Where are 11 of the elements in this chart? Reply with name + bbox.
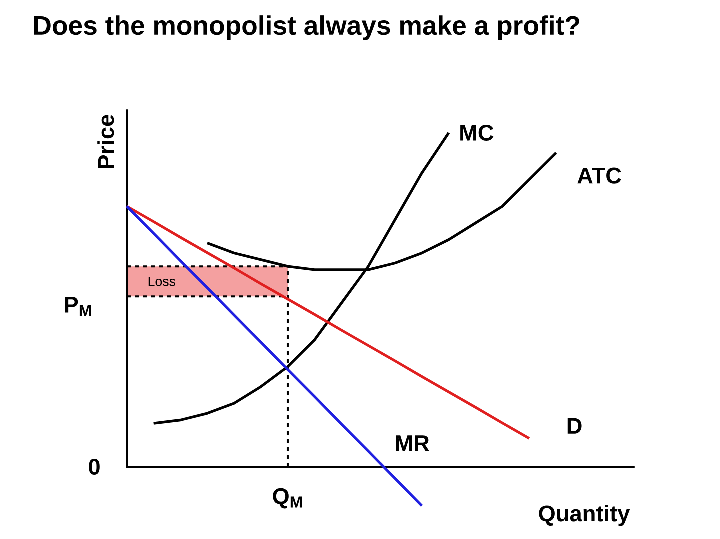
x-axis-title: Quantity	[539, 505, 630, 526]
text: 0	[89, 458, 100, 476]
y-axis-title: Price	[98, 115, 114, 168]
series-label: MR	[396, 436, 430, 452]
series-label: D	[568, 418, 582, 434]
band-label: Loss	[148, 276, 176, 286]
chart-title: Does the monopolist always make a profit?	[34, 16, 580, 40]
annotation: Q$_{M}$	[273, 488, 302, 509]
series-label: ATC	[578, 168, 622, 184]
series-label: MC	[460, 124, 494, 142]
ref-line-label: P$_{M}$	[65, 297, 92, 316]
